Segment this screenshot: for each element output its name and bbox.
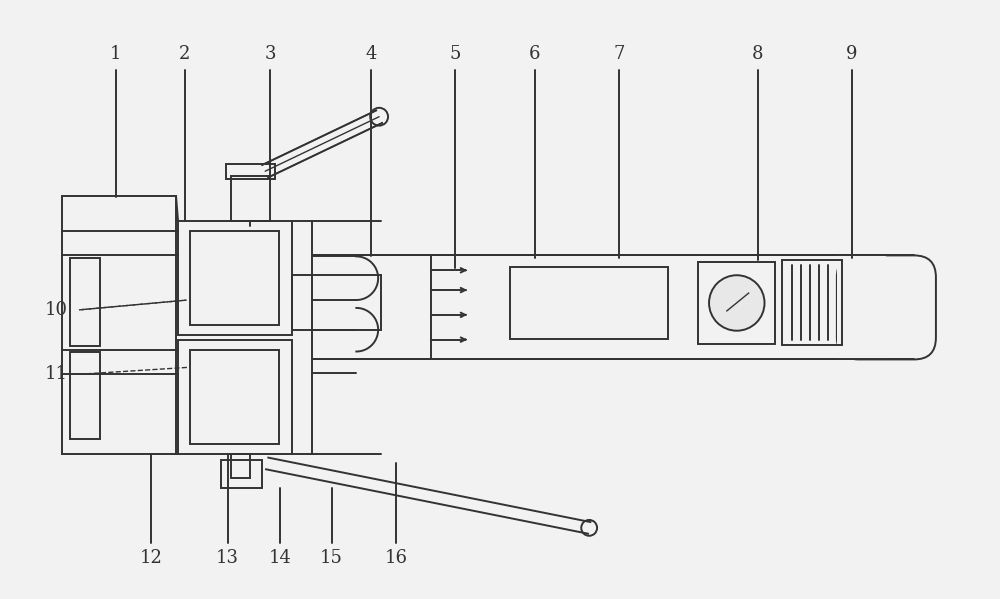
Text: 6: 6 bbox=[529, 46, 540, 63]
Bar bbox=[190, 231, 279, 325]
Bar bbox=[837, 255, 886, 359]
Text: 13: 13 bbox=[216, 549, 239, 567]
Text: 15: 15 bbox=[320, 549, 343, 567]
Text: 8: 8 bbox=[752, 46, 763, 63]
Circle shape bbox=[370, 108, 388, 126]
Bar bbox=[221, 461, 262, 488]
Text: 16: 16 bbox=[384, 549, 407, 567]
Bar bbox=[292, 275, 381, 329]
Text: 3: 3 bbox=[264, 46, 276, 63]
Circle shape bbox=[709, 275, 765, 331]
Bar bbox=[231, 176, 270, 221]
Bar bbox=[70, 352, 100, 438]
Bar bbox=[782, 261, 842, 344]
Text: 9: 9 bbox=[846, 46, 857, 63]
Text: 11: 11 bbox=[45, 365, 68, 383]
Text: 5: 5 bbox=[450, 46, 461, 63]
Bar bbox=[178, 340, 292, 453]
Bar bbox=[70, 258, 100, 346]
Text: 14: 14 bbox=[269, 549, 291, 567]
Bar bbox=[62, 196, 176, 453]
Text: 10: 10 bbox=[45, 301, 68, 319]
Bar bbox=[226, 164, 275, 179]
Bar bbox=[510, 267, 668, 338]
Circle shape bbox=[581, 520, 597, 536]
Bar bbox=[698, 262, 775, 344]
Text: 1: 1 bbox=[110, 46, 121, 63]
Text: 12: 12 bbox=[140, 549, 163, 567]
Bar bbox=[312, 255, 886, 359]
Bar bbox=[178, 221, 292, 335]
Text: 7: 7 bbox=[613, 46, 625, 63]
Bar bbox=[231, 453, 250, 479]
Text: 2: 2 bbox=[179, 46, 191, 63]
Bar bbox=[190, 350, 279, 444]
FancyBboxPatch shape bbox=[837, 255, 936, 359]
Text: 4: 4 bbox=[366, 46, 377, 63]
